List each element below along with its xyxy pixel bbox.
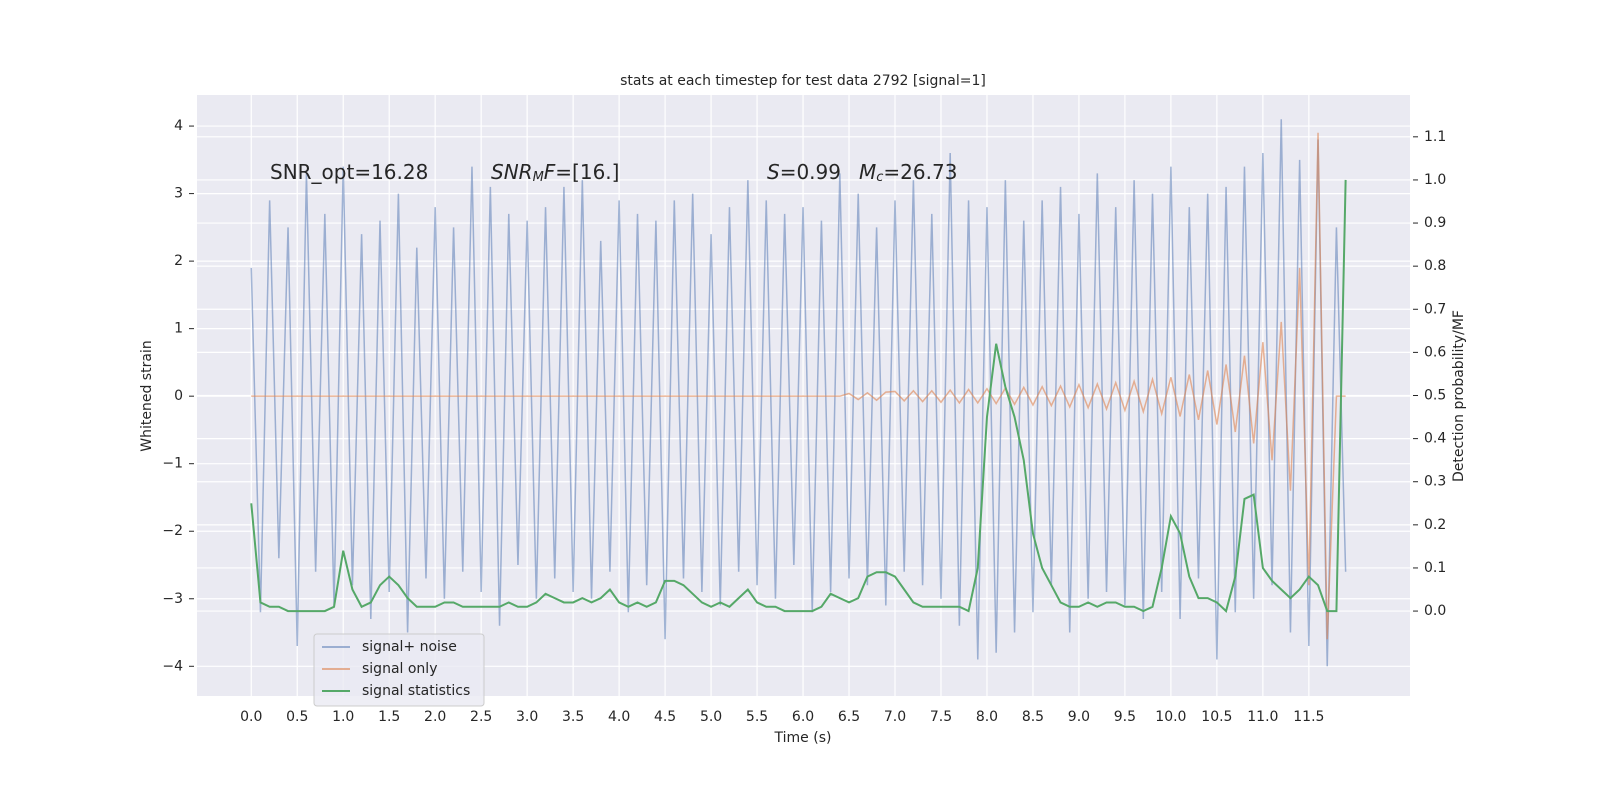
- y2-tick-label: 0.6: [1424, 344, 1446, 360]
- x-tick-label: 8.0: [976, 709, 998, 725]
- y-axis-label: Whitened strain: [139, 340, 155, 451]
- x-tick-label: 1.5: [378, 709, 400, 725]
- x-tick-label: 0.0: [240, 709, 262, 725]
- annotation-text: SNR: [491, 160, 533, 184]
- annotation-text: =26.73: [883, 160, 957, 184]
- x-tick-label: 0.5: [286, 709, 308, 725]
- annotation-subscript: M: [533, 170, 544, 185]
- y-tick-label: 1: [174, 321, 183, 337]
- y2-tick-label: 0.5: [1424, 388, 1446, 404]
- annotation-text: =[16.]: [555, 160, 619, 184]
- legend-label: signal+ noise: [362, 639, 457, 655]
- y-tick-label: −2: [162, 523, 183, 539]
- annotation-text: S: [767, 160, 780, 184]
- y2-tick-label: 0.2: [1424, 517, 1446, 533]
- legend: signal+ noise signal only signal statistic…: [313, 633, 485, 707]
- y-tick-label: −1: [162, 456, 183, 472]
- x-tick-label: 2.0: [424, 709, 446, 725]
- y-tick-label: 2: [174, 253, 183, 269]
- x-tick-label: 4.5: [654, 709, 676, 725]
- series-line: [251, 132, 1346, 640]
- annotation: SNRMF=[16.]: [491, 160, 619, 185]
- y-tick-label: 0: [174, 388, 183, 404]
- y2-tick-label: 0.4: [1424, 431, 1446, 447]
- annotation-text: SNR_opt=16.28: [270, 160, 428, 184]
- y2-tick-label: 0.3: [1424, 474, 1446, 490]
- y-tick-label: 4: [174, 118, 183, 134]
- x-tick-label: 3.5: [562, 709, 584, 725]
- y2-tick-label: 0.8: [1424, 258, 1446, 274]
- x-tick-label: 6.5: [838, 709, 860, 725]
- x-tick-label: 3.0: [516, 709, 538, 725]
- annotation: Mc=26.73: [859, 160, 957, 185]
- annotation-text: =0.99: [780, 160, 841, 184]
- x-tick-label: 1.0: [332, 709, 354, 725]
- chart-title: stats at each timestep for test data 279…: [620, 73, 986, 89]
- x-tick-label: 8.5: [1022, 709, 1044, 725]
- x-tick-label: 4.0: [608, 709, 630, 725]
- y2-tick-label: 1.0: [1424, 172, 1446, 188]
- annotation-text: M: [859, 160, 876, 184]
- x-tick-label: 5.0: [700, 709, 722, 725]
- series-line: [250, 119, 1347, 667]
- legend-label: signal statistics: [362, 683, 470, 699]
- y2-axis-label: Detection probability/MF: [1451, 310, 1467, 482]
- labels: 0.0 0.5 1.0 1.5 2.0 2.5 3.0 3.5 4.0 4.5 5.0 5.5 6.0 6…: [162, 118, 1446, 725]
- legend-box: [313, 633, 485, 707]
- annotation: S=0.99: [767, 160, 841, 184]
- x-tick-label: 10.5: [1201, 709, 1232, 725]
- x-tick-label: 11.5: [1293, 709, 1324, 725]
- legend-label: signal only: [362, 661, 437, 677]
- y-tick-label: 3: [174, 186, 183, 202]
- x-tick-label: 6.0: [792, 709, 814, 725]
- x-tick-label: 7.0: [884, 709, 906, 725]
- y2-tick-label: 0.9: [1424, 215, 1446, 231]
- y2-tick-label: 0.1: [1424, 560, 1446, 576]
- x-axis-label: Time (s): [774, 730, 832, 746]
- annotation-subscript: c: [876, 170, 883, 185]
- y2-tick-label: 0.7: [1424, 301, 1446, 317]
- x-tick-label: 7.5: [930, 709, 952, 725]
- x-tick-label: 10.0: [1155, 709, 1186, 725]
- y-tick-label: −3: [162, 591, 183, 607]
- y2-tick-label: 1.1: [1424, 129, 1446, 145]
- x-tick-label: 9.5: [1114, 709, 1136, 725]
- x-tick-label: 5.5: [746, 709, 768, 725]
- annotation: SNR_opt=16.28: [270, 160, 428, 184]
- x-tick-label: 9.0: [1068, 709, 1090, 725]
- annotation-text: F: [544, 160, 556, 184]
- y-tick-label: −4: [162, 658, 183, 674]
- y2-tick-label: 0.0: [1424, 603, 1446, 619]
- marks: [250, 119, 1347, 667]
- x-tick-label: 2.5: [470, 709, 492, 725]
- x-tick-label: 11.0: [1247, 709, 1278, 725]
- series-line: [250, 179, 1347, 613]
